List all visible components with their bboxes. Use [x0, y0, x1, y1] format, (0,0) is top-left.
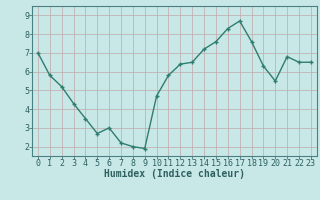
X-axis label: Humidex (Indice chaleur): Humidex (Indice chaleur): [104, 169, 245, 179]
